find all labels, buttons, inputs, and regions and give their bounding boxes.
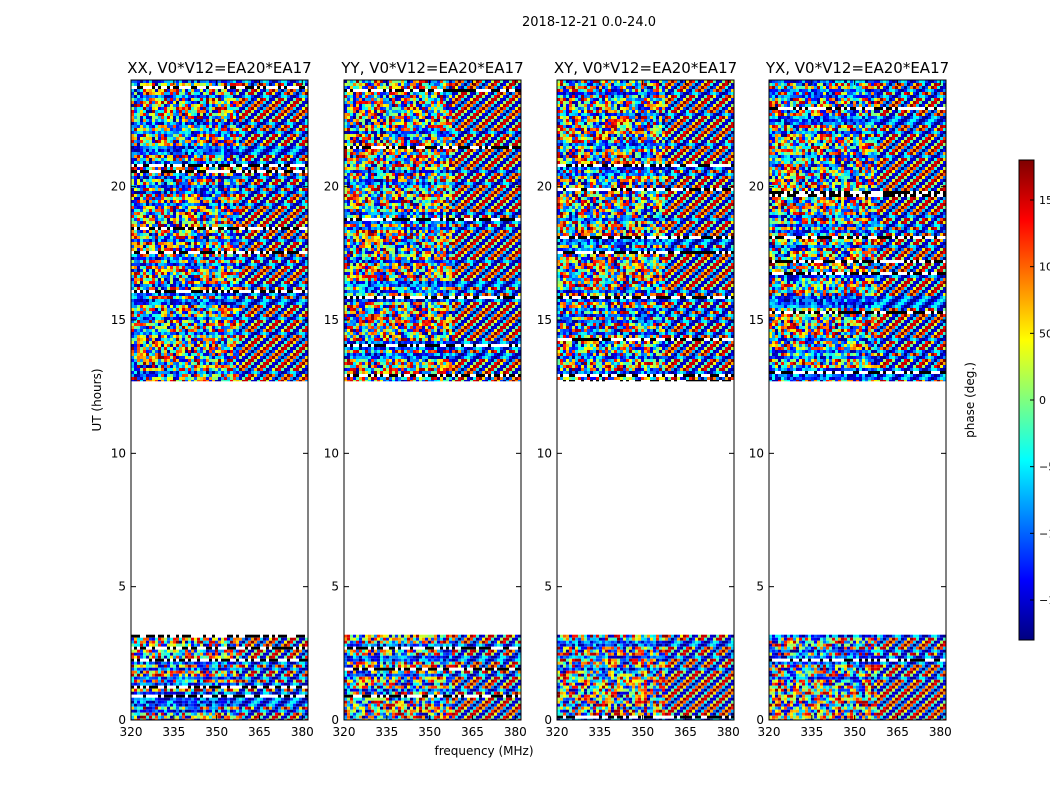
panel-title: YX, V0*V12=EA20*EA17	[765, 59, 949, 77]
x-tick-label: 335	[162, 725, 185, 739]
colorbar-tick-label: 100	[1039, 261, 1050, 274]
y-tick-label: 10	[324, 446, 339, 460]
y-tick-label: 15	[111, 313, 126, 327]
x-tick-label: 380	[504, 725, 527, 739]
y-tick-label: 10	[111, 446, 126, 460]
y-tick-label: 0	[544, 713, 552, 727]
y-tick-label: 20	[537, 180, 552, 194]
y-tick-label: 5	[544, 580, 552, 594]
heatmap-cells	[769, 80, 946, 720]
x-tick-label: 365	[248, 725, 271, 739]
heatmap-cells	[131, 80, 308, 720]
x-tick-label: 320	[333, 725, 356, 739]
y-tick-label: 10	[537, 446, 552, 460]
colorbar-tick-label: −100	[1039, 527, 1050, 540]
x-tick-label: 380	[929, 725, 952, 739]
x-tick-label: 335	[375, 725, 398, 739]
y-tick-label: 15	[324, 313, 339, 327]
x-tick-label: 365	[461, 725, 484, 739]
colorbar-tick-label: −150	[1039, 594, 1050, 607]
panel-title: XX, V0*V12=EA20*EA17	[127, 59, 311, 77]
y-tick-label: 10	[749, 446, 764, 460]
x-tick-label: 320	[546, 725, 569, 739]
x-tick-label: 365	[886, 725, 909, 739]
x-tick-label: 350	[631, 725, 654, 739]
heatmap-cells	[557, 80, 734, 720]
y-tick-label: 15	[537, 313, 552, 327]
x-tick-label: 350	[418, 725, 441, 739]
panels: XX, V0*V12=EA20*EA17 320 335 350 365 380 0 5 10 1…	[111, 59, 952, 739]
panel-3: XY, V0*V12=EA20*EA17 320 335 350 365 380 0 5 10 1…	[537, 59, 740, 739]
y-axis-label: UT (hours)	[90, 368, 104, 431]
x-axis-label: frequency (MHz)	[434, 744, 533, 758]
panel-title: YY, V0*V12=EA20*EA17	[340, 59, 523, 77]
y-tick-label: 0	[118, 713, 126, 727]
y-tick-label: 5	[331, 580, 339, 594]
y-tick-label: 0	[331, 713, 339, 727]
y-tick-label: 20	[111, 180, 126, 194]
colorbar-tick-label: 0	[1039, 394, 1046, 407]
panel-1: XX, V0*V12=EA20*EA17 320 335 350 365 380 0 5 10 1…	[111, 59, 314, 739]
panel-2: YY, V0*V12=EA20*EA17 320 335 350 365 380 0 5 10 1…	[324, 59, 527, 739]
panel-title: XY, V0*V12=EA20*EA17	[554, 59, 737, 77]
y-tick-label: 0	[756, 713, 764, 727]
figure-suptitle: 2018-12-21 0.0-24.0	[522, 15, 656, 30]
x-tick-label: 380	[291, 725, 314, 739]
y-tick-label: 20	[324, 180, 339, 194]
y-tick-label: 5	[756, 580, 764, 594]
y-tick-label: 5	[118, 580, 126, 594]
x-tick-label: 365	[674, 725, 697, 739]
x-tick-label: 380	[717, 725, 740, 739]
x-tick-label: 350	[843, 725, 866, 739]
colorbar-tick-label: −50	[1039, 461, 1050, 474]
heatmap-cells	[344, 80, 521, 720]
x-tick-label: 320	[120, 725, 143, 739]
x-tick-label: 320	[758, 725, 781, 739]
x-tick-label: 350	[205, 725, 228, 739]
y-tick-label: 20	[749, 180, 764, 194]
colorbar-label: phase (deg.)	[963, 362, 977, 438]
x-tick-label: 335	[800, 725, 823, 739]
panel-4: YX, V0*V12=EA20*EA17 320 335 350 365 380 0 5 10 1…	[749, 59, 952, 739]
colorbar-tick-label: 150	[1039, 194, 1050, 207]
y-tick-label: 15	[749, 313, 764, 327]
colorbar-tick-label: 50	[1039, 327, 1050, 340]
x-tick-label: 335	[588, 725, 611, 739]
